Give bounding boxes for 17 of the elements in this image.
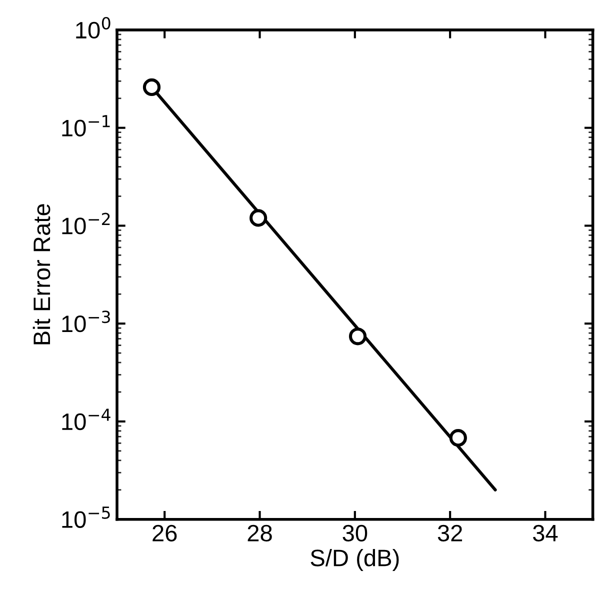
y-tick-label: 10$^{−5}$ [62,506,110,528]
y-tick-label: 10$^{−3}$ [62,310,110,332]
y-tick-label: 10$^{−4}$ [62,408,110,430]
y-tick-label: 10$^{−2}$ [62,212,110,234]
x-tick-label: 30 [342,524,368,542]
point [449,429,467,447]
y-tick-label: 10$^{−1}$ [62,115,110,136]
y-tick-label: 10$^{0}$ [76,17,110,39]
y-axis-title: Bit Error Rate [32,204,50,344]
point [250,209,268,227]
x-axis-title: S/D (dB) [310,548,399,571]
x-tick-label: 26 [152,524,177,542]
point [142,78,161,96]
point [348,328,367,346]
x-tick-label: 28 [248,524,272,542]
x-tick-label: 34 [533,524,558,542]
x-tick-label: 32 [438,524,462,542]
